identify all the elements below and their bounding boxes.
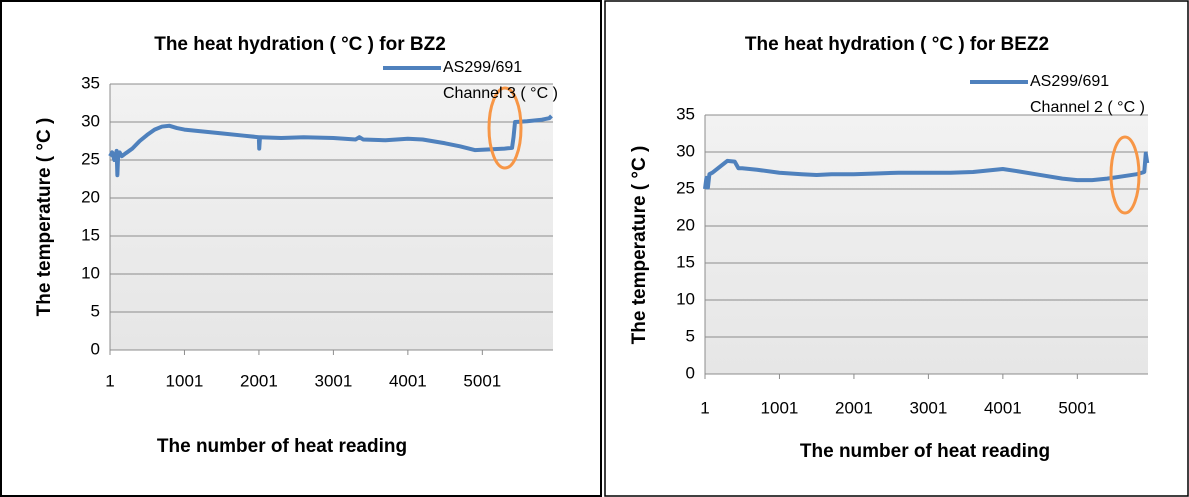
x-tick-label: 3001 [314,371,352,390]
y-tick-label: 30 [81,111,100,130]
y-tick-label: 35 [81,73,100,92]
x-tick-label: 1001 [761,398,799,417]
x-axis-title: The number of heat reading [157,436,407,457]
legend-label: AS299/691 Channel 2 ( °C ) [1030,73,1145,116]
y-tick-label: 25 [81,149,100,168]
x-tick-label: 2001 [835,398,873,417]
x-axis-title: The number of heat reading [800,441,1050,462]
x-tick-label: 5001 [463,371,501,390]
x-tick-label: 5001 [1058,398,1096,417]
plot-area [705,115,1148,374]
y-tick-label: 30 [676,141,695,160]
plot-area [110,84,553,350]
y-tick-label: 0 [686,363,695,382]
y-tick-label: 15 [676,252,695,271]
y-tick-label: 5 [686,326,695,345]
x-tick-label: 2001 [240,371,278,390]
y-tick-label: 25 [676,178,695,197]
x-tick-label: 1 [700,398,709,417]
x-tick-label: 3001 [909,398,947,417]
data-line [108,114,553,178]
highlight-ellipse [487,86,523,170]
y-tick-label: 5 [91,301,100,320]
y-tick-label: 20 [676,215,695,234]
y-tick-label: 0 [91,339,100,358]
chart-title: The heat hydration ( °C ) for BZ2 [154,34,446,55]
highlight-ellipse [1109,135,1141,215]
chart-title: The heat hydration ( °C ) for BEZ2 [745,34,1049,55]
y-axis-title: The temperature ( °C ) [34,118,55,317]
y-tick-label: 10 [676,289,695,308]
x-tick-label: 1001 [166,371,204,390]
y-tick-label: 35 [676,104,695,123]
data-line [703,151,1150,190]
x-tick-label: 1 [105,371,114,390]
x-tick-label: 4001 [389,371,427,390]
legend-label: AS299/691 Channel 3 ( °C ) [443,59,558,102]
y-tick-label: 10 [81,263,100,282]
y-axis-title: The temperature ( °C ) [629,146,650,345]
y-tick-label: 20 [81,187,100,206]
y-tick-label: 15 [81,225,100,244]
x-tick-label: 4001 [984,398,1022,417]
